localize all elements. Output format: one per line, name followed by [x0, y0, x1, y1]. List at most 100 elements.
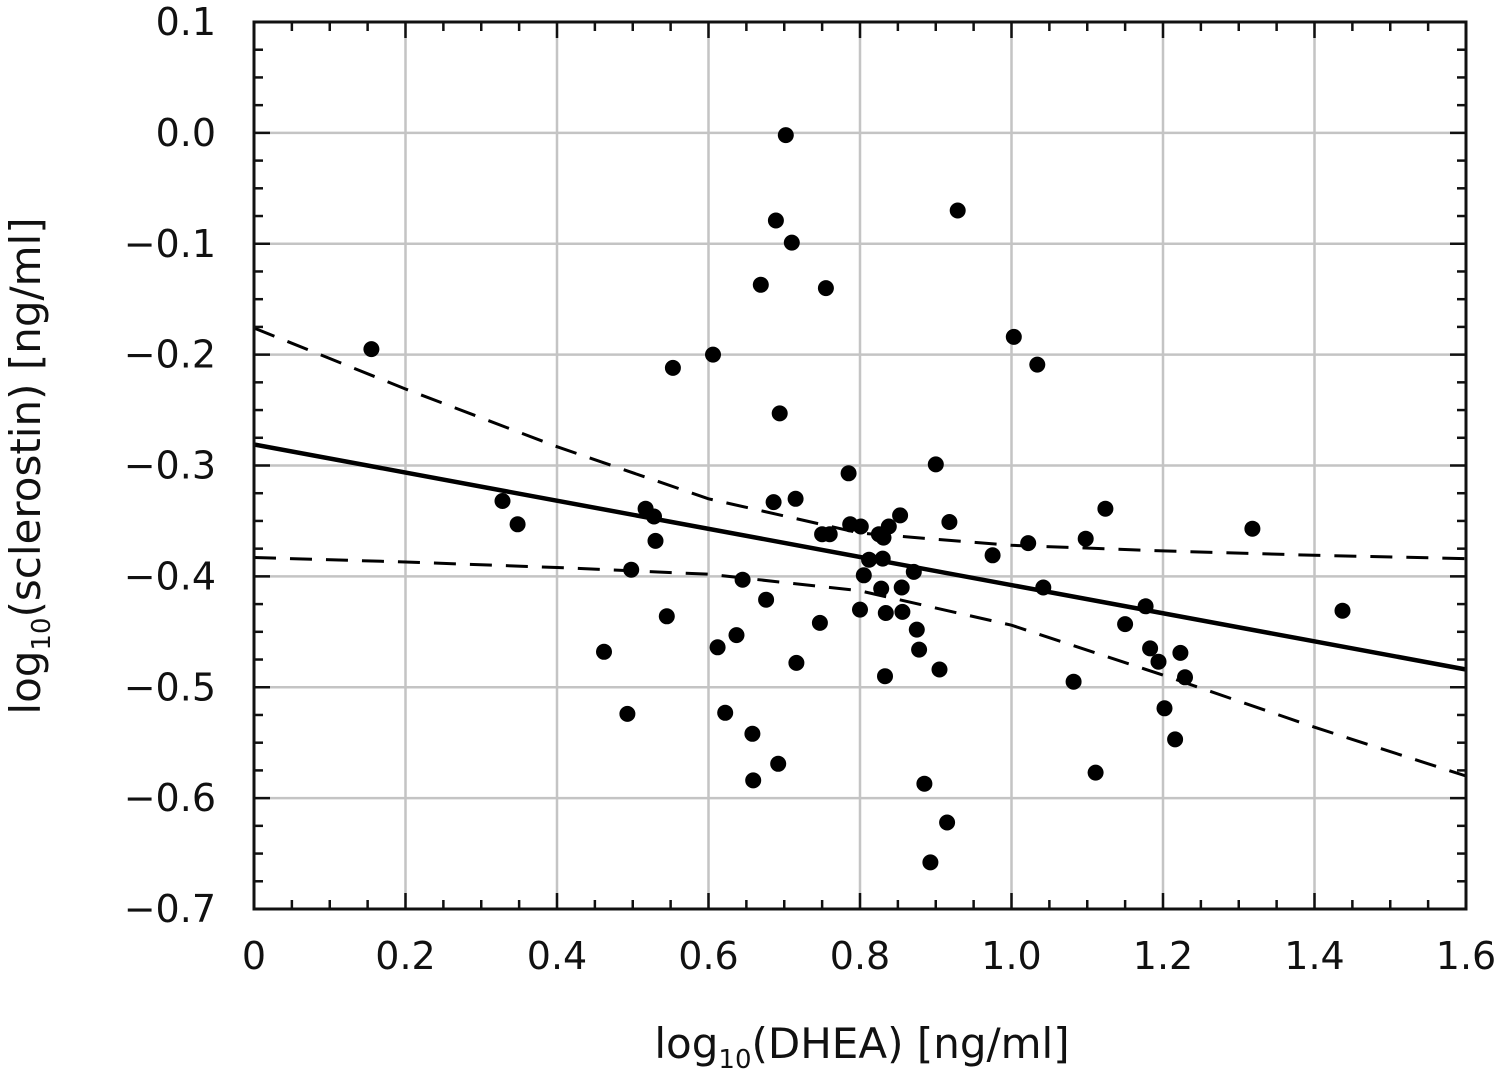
data-point — [728, 627, 745, 644]
data-point — [931, 661, 948, 678]
data-point — [1065, 673, 1082, 690]
data-point — [758, 591, 775, 608]
y-tick-label: −0.6 — [124, 776, 216, 820]
data-point — [908, 621, 925, 638]
x-tick-label: 0.2 — [375, 934, 435, 978]
data-point — [1137, 598, 1154, 615]
data-point — [984, 547, 1001, 564]
y-tick-labels: 0.1 0.0 −0.1 −0.2 −0.3 −0.4 −0.5 −0.6 −0.7 — [124, 0, 216, 931]
x-axis-label: log10(DHEA) [ng/ml] — [654, 1019, 1069, 1075]
axis-ticks — [252, 20, 1468, 911]
data-point — [941, 514, 958, 530]
data-point — [1087, 764, 1104, 781]
data-point — [1117, 616, 1134, 633]
x-tick-label: 0.8 — [830, 934, 890, 978]
regression-line — [253, 442, 1467, 672]
data-point — [788, 654, 805, 671]
data-point — [770, 755, 787, 772]
data-point — [777, 127, 794, 144]
data-point — [861, 551, 878, 568]
data-point — [771, 405, 788, 422]
data-point — [892, 507, 909, 524]
data-point — [1177, 669, 1193, 686]
data-point — [619, 705, 636, 722]
data-point — [855, 567, 872, 584]
data-point — [1172, 644, 1189, 661]
data-point — [877, 668, 893, 685]
data-point — [840, 465, 857, 482]
data-point — [717, 704, 734, 721]
y-axis-label: log10(sclerostin) [ng/ml] — [1, 217, 57, 714]
data-point — [874, 550, 891, 567]
data-point — [939, 814, 956, 831]
x-tick-label: 1.0 — [981, 934, 1041, 978]
data-point — [1077, 530, 1094, 547]
data-point — [1244, 520, 1261, 537]
data-point — [363, 341, 380, 358]
x-tick-labels: 0 0.2 0.4 0.6 0.8 1.0 1.2 1.4 1.6 — [242, 934, 1496, 978]
data-point — [1334, 602, 1351, 619]
data-point — [1156, 700, 1173, 717]
data-point — [1150, 653, 1167, 670]
data-point — [765, 494, 782, 511]
x-tick-label: 1.2 — [1133, 934, 1193, 978]
data-point — [705, 346, 721, 363]
confidence-bands — [253, 326, 1467, 778]
data-point — [1029, 356, 1046, 373]
data-point — [911, 641, 928, 658]
data-point — [1097, 500, 1114, 517]
data-point — [922, 854, 939, 871]
data-point — [787, 490, 804, 507]
x-tick-label: 0.6 — [678, 934, 738, 978]
data-point — [658, 608, 675, 625]
data-point — [623, 561, 640, 578]
data-point — [894, 603, 911, 620]
data-point — [949, 202, 966, 219]
y-tick-label: 0.1 — [156, 0, 216, 44]
data-point — [905, 563, 922, 580]
data-point — [646, 508, 662, 525]
x-tick-label: 1.4 — [1284, 934, 1344, 978]
grid — [254, 22, 1466, 909]
x-tick-label: 0 — [242, 934, 266, 978]
data-point — [880, 518, 897, 535]
data-point — [1142, 640, 1159, 657]
data-point — [783, 234, 800, 251]
data-point — [1035, 579, 1052, 596]
x-tick-label: 1.6 — [1436, 934, 1496, 978]
data-point — [734, 571, 751, 588]
data-points — [363, 127, 1351, 871]
data-point — [752, 276, 769, 293]
data-point — [509, 516, 526, 533]
data-point — [811, 614, 828, 631]
y-tick-label: −0.2 — [124, 333, 216, 377]
data-point — [709, 639, 726, 656]
data-point — [852, 518, 869, 535]
data-point — [767, 212, 784, 229]
y-tick-label: −0.4 — [124, 554, 216, 598]
y-tick-label: −0.1 — [124, 222, 216, 266]
data-point — [893, 579, 910, 596]
data-point — [1167, 731, 1184, 748]
data-point — [821, 526, 838, 543]
data-point — [1020, 535, 1037, 552]
data-point — [927, 456, 944, 473]
data-point — [916, 775, 933, 792]
data-point — [744, 725, 761, 742]
data-point — [852, 601, 868, 618]
x-tick-label: 0.4 — [527, 934, 587, 978]
data-point — [817, 280, 834, 297]
data-point — [664, 359, 681, 376]
data-point — [877, 605, 894, 621]
data-point — [1005, 328, 1022, 345]
data-point — [494, 493, 511, 509]
data-point — [745, 772, 762, 789]
upper-confidence-band — [253, 326, 1467, 561]
regression-line-group — [253, 442, 1467, 672]
data-point — [873, 580, 890, 597]
data-point — [647, 532, 664, 549]
y-tick-label: −0.7 — [124, 887, 216, 931]
y-tick-label: 0.0 — [156, 111, 216, 155]
data-point — [596, 643, 612, 660]
